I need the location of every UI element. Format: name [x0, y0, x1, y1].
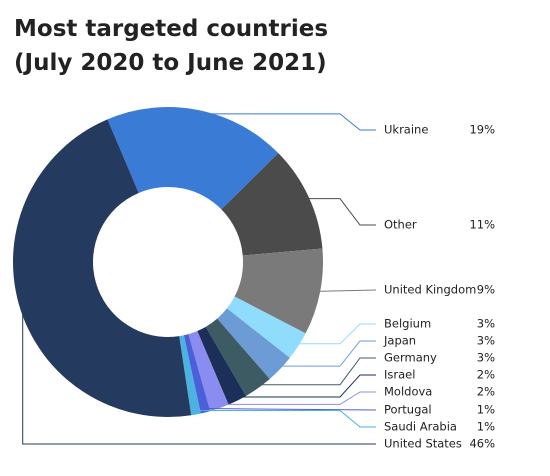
value-label: 3%	[477, 334, 495, 348]
legend-label: United Kingdom	[384, 283, 476, 297]
value-label: 11%	[469, 218, 495, 232]
donut-slice	[217, 308, 290, 379]
value-label: 19%	[469, 123, 495, 137]
leader-line	[22, 303, 376, 445]
leader-line	[235, 374, 376, 398]
legend-label: Ukraine	[384, 123, 428, 137]
donut-slice	[226, 296, 306, 358]
donut-slice	[197, 326, 246, 405]
value-label: 2%	[477, 368, 495, 382]
leader-line	[204, 408, 377, 411]
leader-line	[277, 340, 376, 367]
legend-label: Portugal	[384, 403, 432, 417]
chart-title: Most targeted countries	[14, 16, 328, 42]
value-label: 3%	[477, 317, 495, 331]
value-label: 3%	[477, 351, 495, 365]
leader-line	[218, 391, 376, 405]
legend-label: Moldova	[384, 385, 432, 399]
donut-slice	[221, 153, 323, 256]
legend-label: Belgium	[384, 317, 431, 331]
donut-slice	[183, 334, 211, 414]
legend-label: Other	[384, 218, 417, 232]
donut-slice	[188, 331, 229, 412]
leader-line	[195, 410, 376, 428]
donut-slice	[205, 318, 270, 396]
legend-label: Saudi Arabia	[384, 420, 457, 434]
legend-label: Germany	[384, 351, 437, 365]
leader-line	[294, 323, 376, 345]
legend-label: Japan	[383, 334, 416, 348]
donut-slice	[179, 335, 201, 416]
value-label: 46%	[469, 437, 495, 451]
donut-slice	[107, 107, 279, 210]
legend-label: United States	[384, 437, 462, 451]
legend-label: Israel	[384, 368, 415, 382]
leader-line	[197, 113, 376, 131]
value-label: 2%	[477, 385, 495, 399]
leader-line	[305, 198, 376, 226]
value-label: 1%	[477, 403, 495, 417]
value-label: 9%	[477, 283, 495, 297]
leader-line	[255, 357, 376, 386]
value-label: 1%	[477, 420, 495, 434]
donut-slice	[13, 119, 192, 417]
leader-line	[316, 289, 377, 292]
chart-subtitle: (July 2020 to June 2021)	[14, 50, 327, 76]
donut-slice	[234, 248, 323, 334]
